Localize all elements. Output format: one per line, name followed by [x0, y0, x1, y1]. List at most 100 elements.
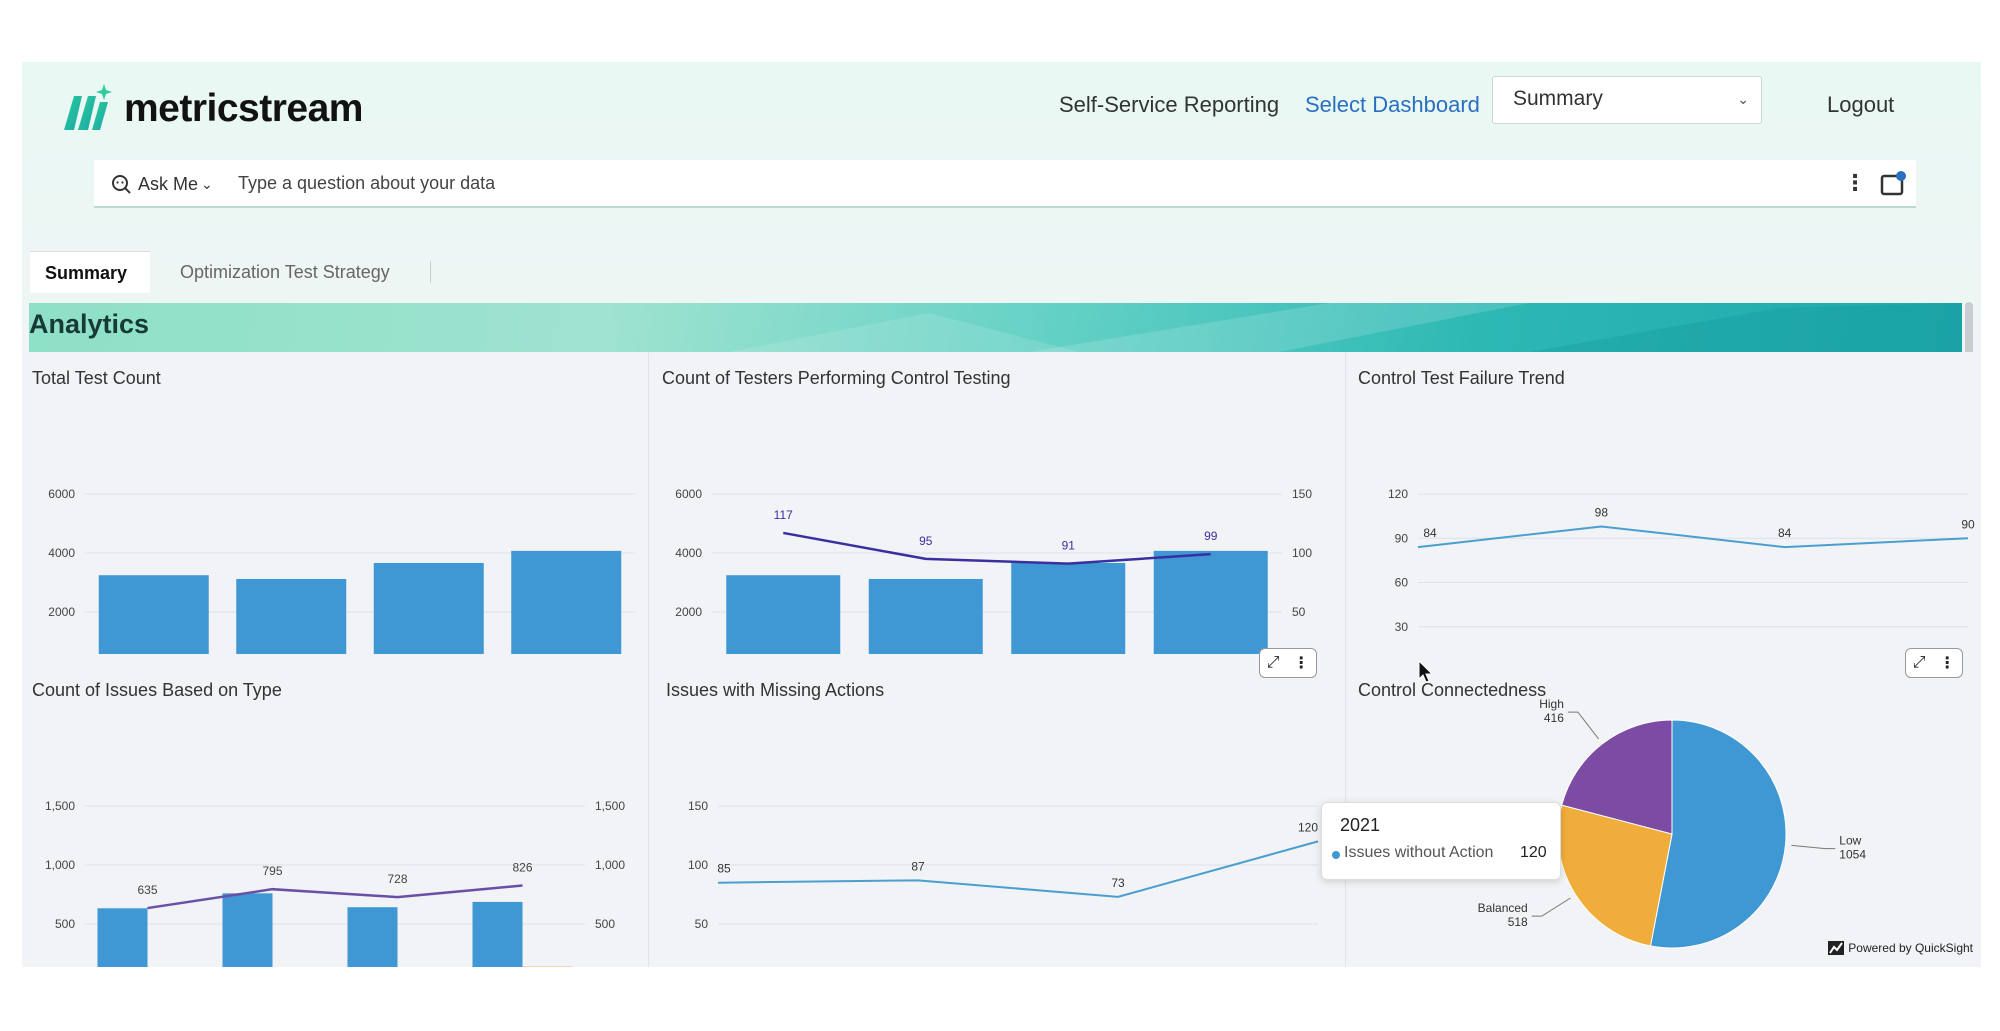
- pie-label: Low: [1839, 834, 1861, 848]
- tester-count-bar: [868, 578, 983, 654]
- issue-type-a-bar: [97, 908, 148, 967]
- pie-label: High: [1539, 697, 1564, 711]
- panel-title: Control Test Failure Trend: [1358, 368, 1565, 388]
- failure-line-label: 84: [1423, 526, 1437, 540]
- ask-me-dropdown[interactable]: Ask Me ⌄: [110, 173, 213, 195]
- brand-logo[interactable]: metricstream: [60, 82, 363, 136]
- test-count-bar: [373, 562, 484, 654]
- dashboard-select-value: Summary: [1513, 87, 1603, 110]
- issues-line: [147, 884, 523, 910]
- test-count-bar: [511, 550, 622, 654]
- issues-line-label: 826: [512, 861, 532, 875]
- y-tick-label: 90: [1395, 531, 1409, 545]
- total-test-count-chart: 0200040006000324731203662407220182019202…: [48, 487, 635, 654]
- ask-question-input[interactable]: Type a question about your data: [238, 173, 496, 193]
- tester-count-bar: [1153, 550, 1268, 654]
- y-tick-label: 2000: [675, 605, 702, 619]
- quicksight-logo-icon: [1828, 941, 1845, 955]
- more-options-icon[interactable]: ⋮: [1844, 170, 1866, 195]
- issue-type-a-bar: [472, 901, 523, 967]
- chart-tooltip: 2021 Issues without Action 120: [1321, 802, 1561, 880]
- pie-value: 518: [1508, 915, 1528, 929]
- panel-issues-type: Count of Issues Based on Type 05001,0001…: [22, 664, 645, 967]
- issue-type-a-bar: [347, 907, 398, 967]
- y-tick-label: 60: [1395, 576, 1409, 590]
- testers-line-label: 117: [774, 508, 793, 522]
- y-tick-label: 6000: [675, 487, 702, 501]
- missing-actions-label: 73: [1111, 876, 1125, 890]
- select-dashboard-link[interactable]: Select Dashboard: [1305, 92, 1480, 117]
- ask-bar: Ask Me ⌄ Type a question about your data…: [94, 160, 1916, 208]
- share-icon[interactable]: [1878, 170, 1908, 198]
- failure-line-label: 90: [1961, 517, 1975, 531]
- test-count-bar: [98, 575, 209, 654]
- missing-actions-line: [717, 840, 1319, 898]
- dashboard-select[interactable]: Summary ⌄: [1492, 76, 1762, 124]
- mouse-cursor-icon: [1418, 660, 1434, 683]
- tester-count-bar: [726, 575, 841, 654]
- y-tick-label: 4000: [675, 546, 702, 560]
- logout-link[interactable]: Logout: [1827, 92, 1895, 117]
- tooltip-title: 2021: [1340, 815, 1381, 835]
- brand-name: metricstream: [124, 87, 363, 130]
- y-tick-label: 120: [1388, 487, 1408, 501]
- test-count-bar: [236, 578, 347, 654]
- panel-title: Issues with Missing Actions: [666, 680, 885, 700]
- failure-line-label: 98: [1595, 505, 1609, 519]
- testers-chart: 0200040006000050100150324731203662407211…: [675, 487, 1312, 654]
- expand-icon[interactable]: ⤢: [1912, 654, 1926, 671]
- issues-line-label: 635: [137, 883, 157, 897]
- self-service-reporting-link[interactable]: Self-Service Reporting: [1059, 92, 1280, 117]
- testers-line-label: 91: [1062, 539, 1076, 553]
- banner-title: Analytics: [29, 309, 150, 339]
- expand-icon[interactable]: ⤢: [1266, 654, 1280, 671]
- panel-title: Count of Issues Based on Type: [32, 680, 282, 700]
- panel-missing-actions: Issues with Missing Actions 050100150858…: [652, 664, 1342, 967]
- y2-tick-label: 50: [1292, 605, 1306, 619]
- powered-by-quicksight: Powered by QuickSight: [1828, 941, 1973, 955]
- y-tick-label: 6000: [48, 487, 75, 501]
- failure-line-label: 84: [1778, 526, 1792, 540]
- panel-controls: ⤢ ⋮: [1259, 648, 1317, 678]
- tooltip-value: 120: [1520, 844, 1547, 861]
- more-options-icon[interactable]: ⋮: [1293, 655, 1310, 672]
- pie-value: 1054: [1839, 848, 1866, 862]
- y2-tick-label: 150: [1292, 487, 1312, 501]
- tab-summary[interactable]: Summary: [30, 251, 150, 293]
- powered-by-text: Powered by QuickSight: [1848, 941, 1973, 955]
- dashboard-app: metricstream Self-Service Reporting Sele…: [22, 62, 1981, 967]
- tooltip-series-marker: [1332, 851, 1340, 859]
- failure-trend-chart: 0306090120849884902018201920202021: [1388, 487, 1975, 634]
- tab-optimization-test-strategy[interactable]: Optimization Test Strategy: [180, 262, 390, 282]
- y-tick-label: 150: [688, 799, 708, 813]
- missing-actions-label: 120: [1298, 820, 1318, 834]
- panel-divider: [648, 352, 649, 967]
- panel-failure-trend: Control Test Failure Trend 0306090120849…: [1348, 352, 1981, 654]
- pie-leader-line: [1531, 897, 1571, 917]
- tab-divider: [430, 261, 431, 283]
- y-tick-label: 100: [688, 858, 708, 872]
- issues-type-chart: 05001,0001,50005001,0001,500633760642687…: [45, 799, 625, 967]
- pie-leader-line: [1791, 844, 1836, 850]
- chevron-down-icon: ⌄: [1737, 91, 1749, 107]
- y-tick-label: 1,000: [45, 858, 75, 872]
- panel-title: Count of Testers Performing Control Test…: [662, 368, 1011, 388]
- y-tick-label: 4000: [48, 546, 75, 560]
- pie-leader-line: [1567, 711, 1600, 740]
- chevron-down-icon: ⌄: [201, 175, 213, 192]
- failure-line: [1417, 525, 1969, 549]
- issue-type-a-bar: [222, 893, 273, 967]
- y-tick-label: 30: [1395, 620, 1409, 634]
- pie-slice-low: [1649, 719, 1787, 949]
- y-tick-label: 50: [695, 917, 709, 931]
- more-options-icon[interactable]: ⋮: [1939, 655, 1956, 672]
- panel-total-test-count: Total Test Count 02000400060003247312036…: [22, 352, 645, 654]
- banner-decoration: [729, 303, 1962, 352]
- missing-actions-chart: 0501001508587731202018201920202021: [688, 799, 1319, 931]
- panel-controls: ⤢ ⋮: [1905, 648, 1963, 678]
- y2-tick-label: 1,000: [595, 858, 625, 872]
- tooltip-series-label: Issues without Action: [1344, 844, 1494, 861]
- ask-me-label: Ask Me: [138, 173, 199, 194]
- issues-line-label: 795: [262, 864, 282, 878]
- testers-line: [783, 531, 1211, 565]
